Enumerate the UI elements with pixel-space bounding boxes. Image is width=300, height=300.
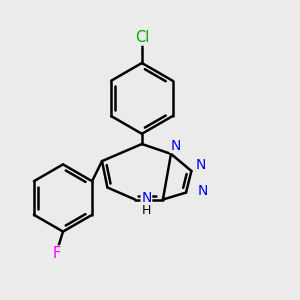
Text: N: N	[196, 158, 206, 172]
Text: N: N	[198, 184, 208, 198]
Text: N: N	[170, 139, 181, 152]
Text: N: N	[141, 191, 152, 205]
Text: Cl: Cl	[135, 30, 149, 45]
Text: F: F	[52, 246, 61, 261]
Text: H: H	[142, 203, 151, 217]
